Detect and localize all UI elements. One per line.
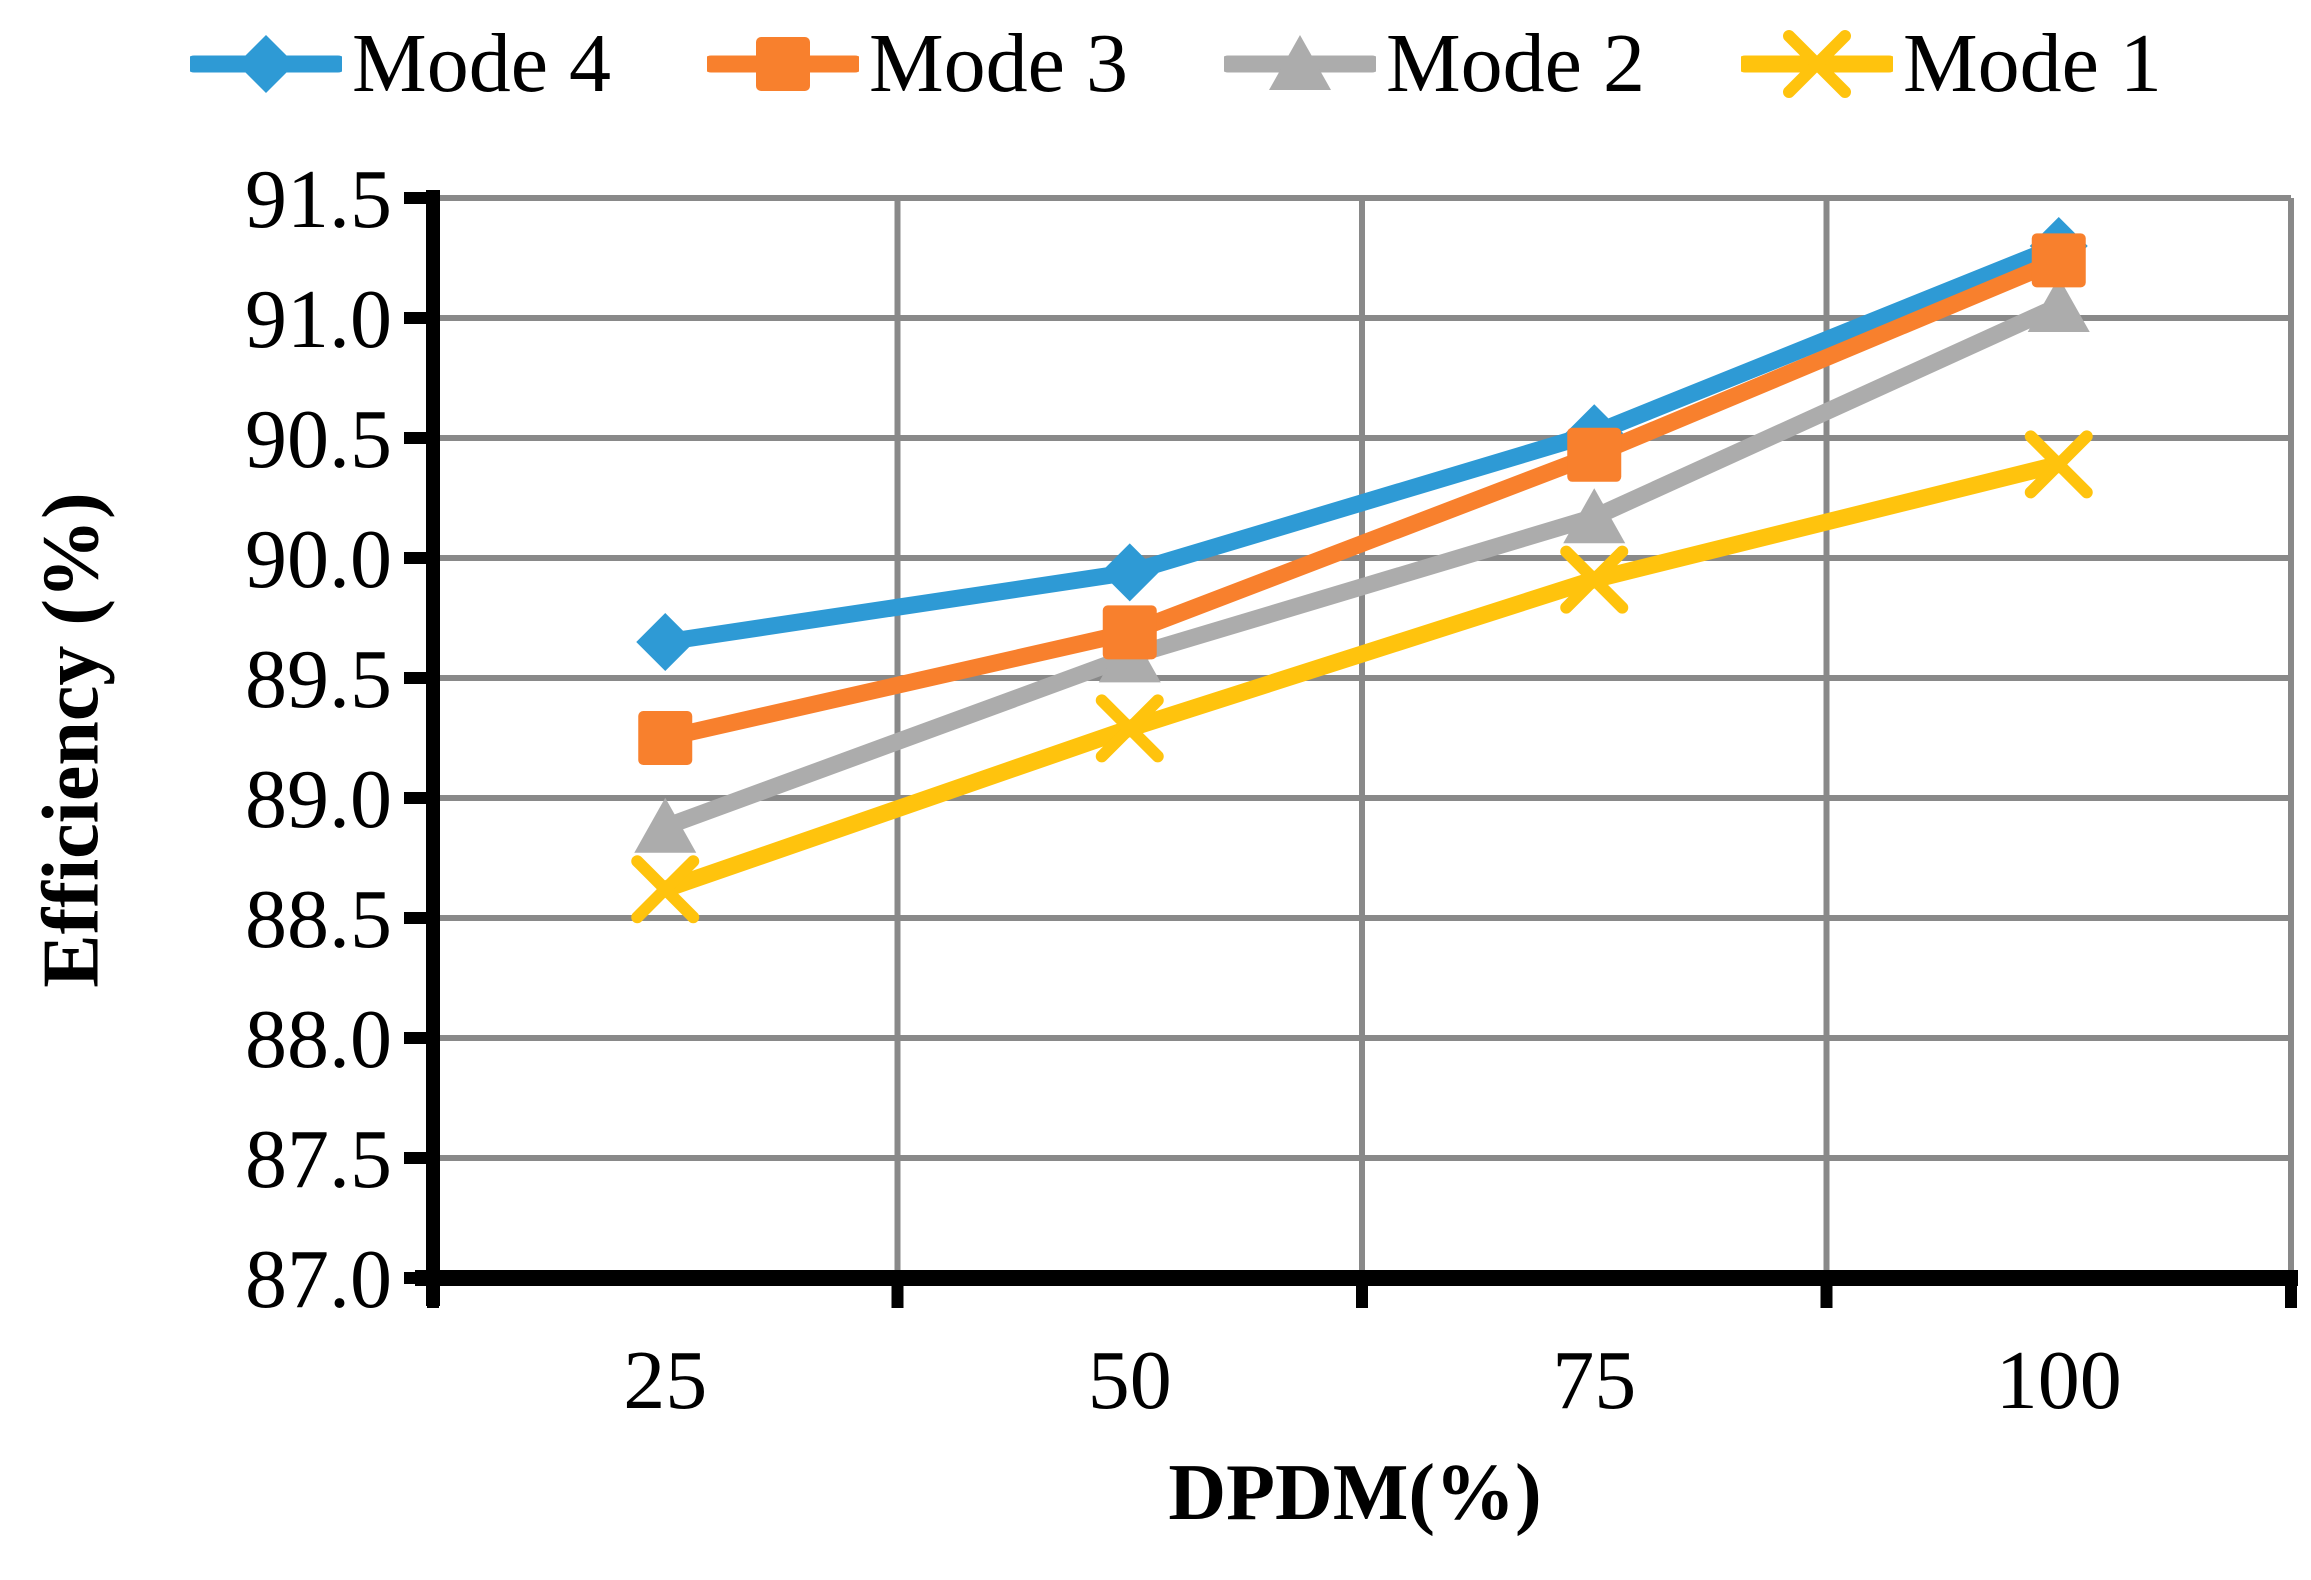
triangle-marker xyxy=(2027,277,2090,332)
y-tick-label: 88.0 xyxy=(245,993,392,1086)
mode3-square-marker-icon xyxy=(706,37,859,91)
y-tick-label: 87.0 xyxy=(245,1233,392,1326)
gridlines xyxy=(433,195,2294,1278)
square-marker xyxy=(2031,233,2086,288)
x-tick-label: 75 xyxy=(1552,1334,1636,1427)
axes: 91.5 91.0 90.5 90.0 89.5 89.0 88.5 88.0 87.5 87.0… xyxy=(245,153,2298,1427)
triangle-marker xyxy=(1268,35,1331,90)
y-tick-label: 91.0 xyxy=(245,273,392,366)
legend-label-mode4: Mode 4 xyxy=(352,17,611,110)
mode2-triangle-marker-icon xyxy=(1223,35,1376,90)
diamond-marker xyxy=(636,613,695,671)
x-marker xyxy=(1782,30,1851,98)
square-marker xyxy=(755,37,810,91)
series-layer xyxy=(631,217,2093,924)
legend-item-mode3: Mode 3 xyxy=(706,16,1128,112)
triangle-marker xyxy=(634,797,697,853)
mode1-x-marker-icon xyxy=(1740,30,1893,98)
series-line xyxy=(656,251,2068,747)
x-axis-title: DPDM(%) xyxy=(1168,1449,1542,1537)
legend-item-mode1: Mode 1 xyxy=(1740,16,2162,112)
y-tick-label: 88.5 xyxy=(245,873,392,966)
x-marker xyxy=(1560,545,1629,614)
series-line xyxy=(656,297,2068,836)
y-tick-label: 89.5 xyxy=(245,633,392,726)
y-tick-label: 90.0 xyxy=(245,513,392,606)
y-axis-title: Efficiency (%) xyxy=(27,492,116,988)
y-tick-label: 89.0 xyxy=(245,753,392,846)
x-marker xyxy=(631,855,700,924)
y-tick-label: 90.5 xyxy=(245,393,392,486)
diamond-marker xyxy=(237,35,295,93)
x-tick-label: 50 xyxy=(1088,1334,1172,1427)
series-mode3 xyxy=(638,233,2086,765)
square-marker xyxy=(1567,427,1622,482)
legend-label-mode2: Mode 2 xyxy=(1385,17,1645,110)
diamond-marker xyxy=(1100,543,1159,602)
series-line xyxy=(656,237,2068,651)
x-tick-label: 25 xyxy=(623,1334,707,1427)
legend-item-mode4: Mode 4 xyxy=(190,16,611,112)
x-marker xyxy=(2024,430,2093,499)
x-tick-label: 100 xyxy=(1996,1334,2122,1427)
legend-label-mode3: Mode 3 xyxy=(868,17,1128,110)
y-tick-label: 87.5 xyxy=(245,1113,392,1206)
legend-item-mode2: Mode 2 xyxy=(1223,16,1645,112)
series-mode1 xyxy=(631,430,2093,924)
square-marker xyxy=(1102,605,1157,660)
x-marker xyxy=(1095,694,1164,763)
legend-label-mode1: Mode 1 xyxy=(1902,17,2162,110)
series-line xyxy=(656,455,2068,898)
mode4-diamond-marker-icon xyxy=(190,35,342,93)
triangle-marker xyxy=(1563,488,1626,544)
chart-legend: Mode 4 Mode 3 Mode 2 Mode 1 xyxy=(190,12,2162,116)
square-marker xyxy=(638,711,693,765)
y-tick-label: 91.5 xyxy=(245,153,392,246)
